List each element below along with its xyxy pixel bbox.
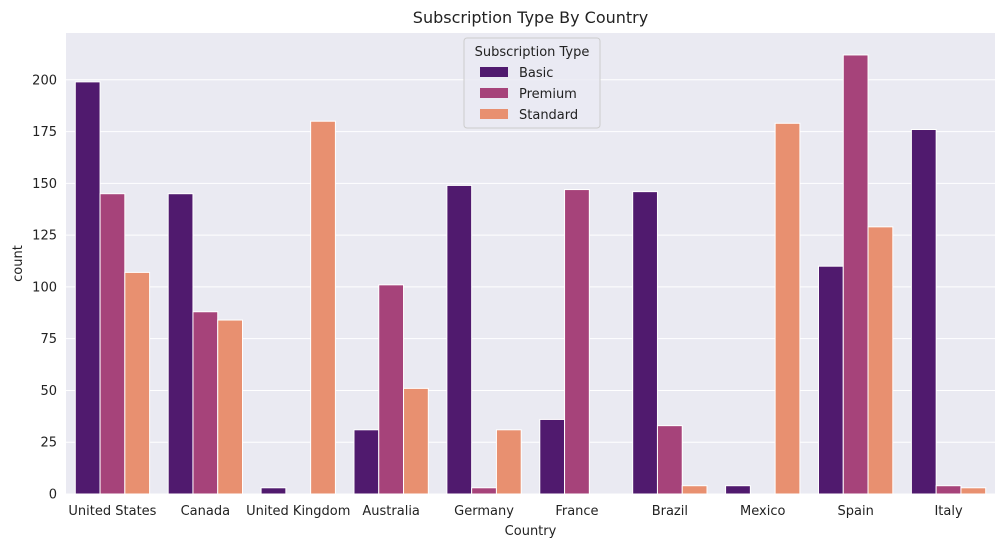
bar-basic [353, 429, 380, 495]
y-tick-label: 200 [32, 73, 57, 88]
x-tick-label: France [555, 504, 598, 519]
bar-standard [681, 485, 708, 495]
y-tick-label: 175 [32, 125, 57, 140]
bar-basic [539, 418, 566, 495]
y-tick-labels: 0 25 50 75 100 125 150 175 200 [32, 73, 57, 502]
bar-basic [632, 191, 658, 495]
legend: Subscription Type Basic Premium Standard [463, 37, 601, 129]
legend-box [463, 37, 601, 129]
x-tick-label: Italy [934, 504, 963, 519]
y-tick-label: 0 [49, 488, 57, 503]
x-tick-label: Mexico [740, 504, 785, 519]
bar-standard [495, 429, 522, 495]
y-tick-label: 50 [40, 384, 57, 399]
x-tick-label: Brazil [652, 504, 688, 519]
bar-standard [774, 122, 801, 495]
bar-standard [217, 319, 244, 495]
x-tick-label: Canada [181, 504, 230, 519]
legend-label: Basic [519, 66, 553, 81]
legend-swatch-premium [480, 88, 508, 98]
y-tick-label: 100 [32, 280, 57, 295]
bar-standard [867, 226, 894, 495]
y-tick-label: 150 [32, 177, 57, 192]
bar-premium [378, 284, 405, 495]
bar-basic [910, 129, 937, 495]
x-tick-label: Australia [362, 504, 420, 519]
chart-title: Subscription Type By Country [413, 8, 648, 27]
bar-standard [310, 120, 336, 495]
bar-premium [192, 311, 219, 495]
bar-basic [167, 193, 194, 495]
x-tick-label: United States [68, 504, 156, 519]
x-axis-label: Country [505, 524, 557, 539]
bar-basic [74, 81, 101, 495]
legend-label: Standard [519, 108, 578, 123]
bar-basic [725, 485, 751, 495]
legend-swatch-basic [480, 67, 508, 77]
legend-title: Subscription Type [475, 45, 590, 60]
x-tick-label: Germany [454, 504, 514, 519]
y-tick-label: 25 [40, 436, 57, 451]
bar-basic [817, 265, 844, 495]
bar-premium [99, 193, 126, 495]
y-tick-label: 75 [40, 332, 57, 347]
bar-premium [471, 487, 497, 495]
bar-premium [564, 189, 590, 495]
legend-label: Premium [519, 87, 577, 102]
bar-basic [260, 487, 287, 495]
bar-basic [446, 184, 473, 495]
x-tick-labels: United States Canada United Kingdom Austral… [68, 504, 963, 519]
y-tick-label: 125 [32, 229, 57, 244]
y-axis-label: count [11, 245, 26, 282]
bar-premium [935, 485, 962, 495]
bar-standard [403, 387, 429, 495]
bar-standard [124, 271, 151, 495]
legend-swatch-standard [480, 109, 508, 119]
x-tick-label: Spain [837, 504, 873, 519]
bar-premium [842, 54, 869, 495]
bars [74, 54, 987, 495]
x-tick-label: United Kingdom [246, 504, 350, 519]
bar-standard [960, 487, 987, 495]
bar-premium [656, 425, 683, 495]
